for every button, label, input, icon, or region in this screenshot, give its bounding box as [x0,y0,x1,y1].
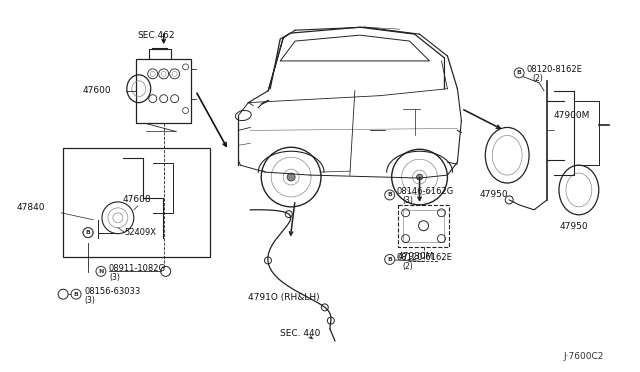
Text: 47608: 47608 [123,195,152,204]
Text: B: B [74,292,79,297]
Text: SEC. 440: SEC. 440 [280,329,320,338]
Circle shape [264,257,271,264]
Text: B: B [387,192,392,198]
Text: B: B [387,257,392,262]
Circle shape [96,266,106,276]
Circle shape [83,228,93,238]
Circle shape [161,266,171,276]
Text: SEC.462: SEC.462 [137,31,175,40]
Text: (3): (3) [109,273,120,282]
Text: 47950: 47950 [559,222,588,231]
Text: 08911-1082G: 08911-1082G [109,264,166,273]
Text: N: N [99,269,104,274]
Text: 47600: 47600 [83,86,111,95]
Circle shape [385,190,395,200]
Text: 47840: 47840 [17,203,45,212]
Circle shape [71,289,81,299]
Text: (2): (2) [532,74,543,83]
Text: (2): (2) [403,262,413,271]
Text: 08156-63033: 08156-63033 [84,287,140,296]
Circle shape [83,228,93,238]
Text: 47900M: 47900M [554,111,590,120]
Circle shape [514,68,524,78]
Text: J·7600C2: J·7600C2 [564,352,604,361]
Bar [136,59,191,124]
Text: 08120-8162E: 08120-8162E [526,65,582,74]
Circle shape [327,317,334,324]
Text: 47950: 47950 [480,190,509,199]
Bar [403,210,444,241]
Circle shape [505,196,513,204]
Circle shape [287,173,295,181]
Text: 08146-6162G: 08146-6162G [397,187,454,196]
Text: 47930M: 47930M [397,251,434,260]
Text: B: B [86,230,90,235]
Text: 52409X: 52409X [125,228,157,237]
Text: (3): (3) [84,296,95,305]
Circle shape [385,254,395,264]
Text: (3): (3) [403,196,413,205]
Circle shape [417,174,422,180]
Circle shape [321,304,328,311]
Text: 4791O (RH&LH): 4791O (RH&LH) [248,293,320,302]
Circle shape [285,211,292,218]
Bar [63,148,211,257]
Circle shape [58,289,68,299]
Text: B: B [516,70,522,76]
Text: 08120-6162E: 08120-6162E [397,253,452,262]
Bar [397,205,449,247]
